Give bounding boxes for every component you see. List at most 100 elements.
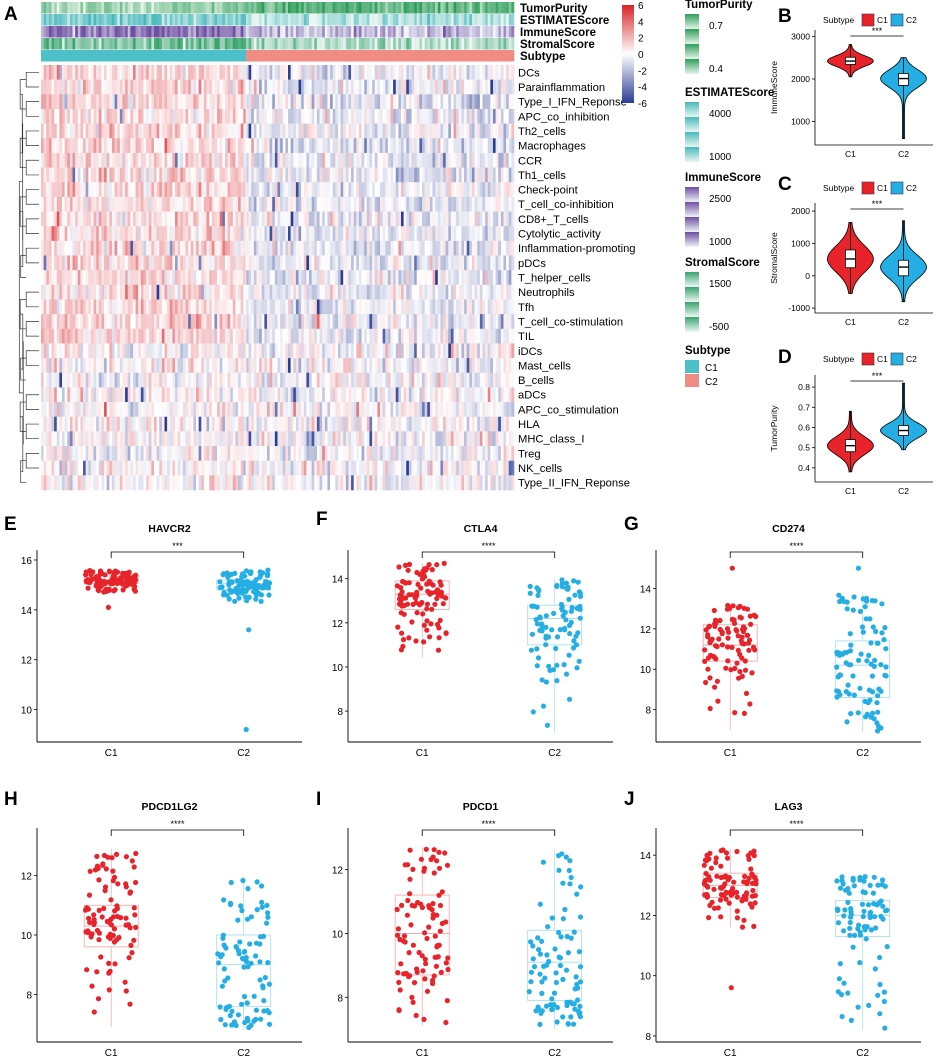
heatmap-cell (243, 372, 247, 388)
heatmap-cell (374, 226, 378, 242)
heatmap-cell (290, 314, 294, 330)
annotation-cell (77, 50, 81, 62)
heatmap-cell (280, 108, 284, 124)
heatmap-cell (427, 226, 431, 242)
heatmap-cell (219, 343, 223, 359)
heatmap-cell (414, 152, 418, 168)
heatmap-cell (217, 94, 220, 110)
heatmap-cell (306, 167, 310, 183)
heatmap-cell (369, 343, 373, 359)
heatmap-cell (75, 108, 79, 124)
heatmap-cell (416, 138, 420, 154)
heatmap-cell (119, 240, 123, 256)
heatmap-cell (214, 123, 218, 139)
annotation-cell (351, 2, 355, 14)
heatmap-cell (243, 196, 247, 212)
heatmap-cell (395, 328, 399, 344)
heatmap-cell (274, 372, 278, 388)
heatmap-cell (151, 358, 155, 374)
heatmap-cell (140, 343, 144, 359)
heatmap-cell (427, 314, 431, 330)
annotation-cell (464, 50, 467, 62)
annotation-cell (374, 38, 378, 50)
heatmap-cell (148, 182, 152, 198)
heatmap-cell (361, 123, 365, 139)
heatmap-cell (83, 240, 86, 256)
heatmap-cell (188, 299, 192, 315)
heatmap-cell (424, 240, 428, 256)
heatmap-cell (156, 240, 160, 256)
heatmap-cell (369, 211, 373, 227)
heatmap-cell (387, 270, 391, 286)
heatmap-cell (235, 152, 239, 168)
annotation-cell (56, 14, 60, 26)
heatmap-cell (374, 123, 378, 139)
heatmap-cell (324, 372, 328, 388)
heatmap-cell (138, 372, 142, 388)
annotation-cell (43, 26, 47, 38)
heatmap-cell (83, 270, 86, 286)
heatmap-cell (135, 255, 139, 271)
heatmap-cell (48, 79, 52, 95)
heatmap-cell (330, 299, 333, 315)
heatmap-cell (372, 299, 376, 315)
heatmap-cell (224, 240, 228, 256)
heatmap-cell (429, 79, 433, 95)
heatmap-cell (272, 211, 276, 227)
heatmap-cell (285, 226, 289, 242)
heatmap-cell (151, 328, 155, 344)
annotation-cell (117, 14, 121, 26)
heatmap-cell (148, 167, 152, 183)
heatmap-cell (64, 196, 68, 212)
heatmap-cell (67, 240, 71, 256)
heatmap-cell (182, 65, 186, 80)
heatmap-cell (293, 284, 297, 300)
heatmap-cell (295, 94, 299, 110)
heatmap-cell (261, 358, 265, 374)
heatmap-cell (201, 240, 205, 256)
heatmap-cell (111, 108, 115, 124)
heatmap-cell (222, 167, 226, 183)
heatmap-cell (127, 152, 131, 168)
heatmap-cell (77, 387, 81, 403)
heatmap-cell (288, 284, 291, 300)
heatmap-cell (495, 343, 499, 359)
heatmap-cell (274, 299, 278, 315)
heatmap-cell (340, 270, 344, 286)
heatmap-cell (361, 94, 365, 110)
heatmap-cell (345, 270, 349, 286)
annotation-cell (238, 50, 242, 62)
heatmap-cell (182, 372, 186, 388)
annotation-cell (114, 38, 118, 50)
annotation-cell (280, 14, 284, 26)
heatmap-cell (343, 343, 347, 359)
heatmap-cell (487, 182, 491, 198)
heatmap-cell (138, 182, 142, 198)
annotation-cell (151, 38, 155, 50)
annotation-cell (101, 14, 105, 26)
heatmap-cell (206, 108, 210, 124)
heatmap-cell (311, 328, 315, 344)
heatmap-cell (59, 79, 63, 95)
heatmap-cell (261, 255, 265, 271)
heatmap-cell (132, 270, 136, 286)
heatmap-cell (385, 343, 389, 359)
heatmap-cell (490, 182, 494, 198)
heatmap-cell (374, 196, 378, 212)
heatmap-cell (280, 138, 284, 154)
heatmap-cell (492, 211, 496, 227)
heatmap-cell (461, 328, 465, 344)
heatmap-cell (340, 196, 344, 212)
heatmap-cell (340, 211, 344, 227)
annotation-cell (172, 26, 176, 38)
heatmap-cell (109, 226, 113, 242)
annotation-cell (245, 26, 249, 38)
heatmap-cell (293, 226, 297, 242)
heatmap-cell (424, 182, 428, 198)
heatmap-cell (238, 167, 242, 183)
heatmap-cell (403, 255, 407, 271)
heatmap-cell (41, 152, 44, 168)
annotation-cell (471, 26, 475, 38)
heatmap-cell (119, 387, 123, 403)
